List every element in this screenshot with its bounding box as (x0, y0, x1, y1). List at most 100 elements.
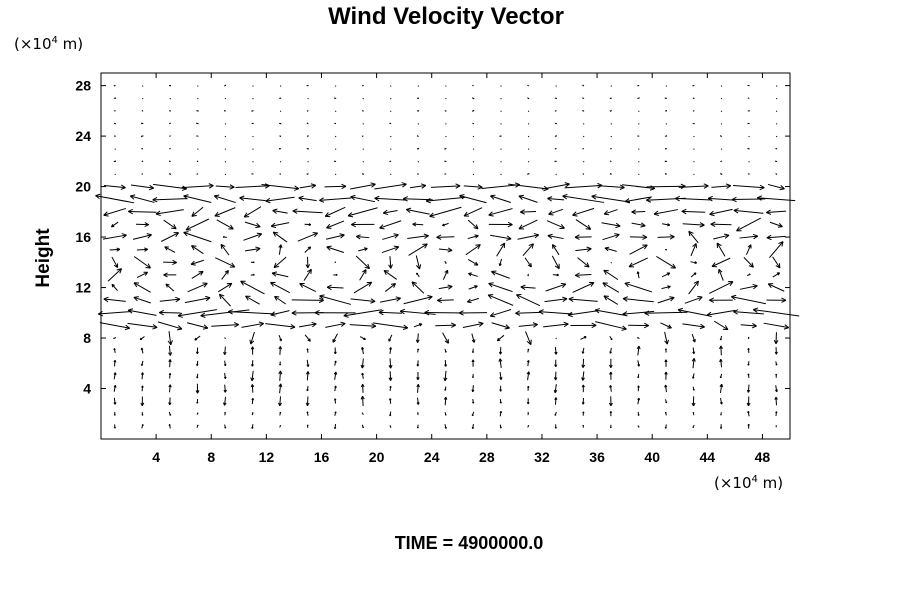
wind-vector (707, 195, 735, 202)
wind-vector (442, 269, 449, 280)
wind-vector (603, 269, 619, 281)
wind-vector (278, 396, 282, 407)
wind-vector (747, 110, 750, 112)
wind-vector (249, 331, 255, 345)
wind-vector (551, 244, 560, 256)
wind-vector (412, 222, 424, 227)
wind-vector (525, 331, 532, 346)
y-tick-label: 28 (75, 78, 91, 94)
wind-vector (471, 385, 475, 393)
wind-vector (444, 160, 447, 163)
y-tick-labels: 4 8 12 16 20 24 28 (75, 78, 91, 397)
wind-vector (265, 323, 296, 330)
wind-vector (306, 84, 309, 87)
wind-vector (325, 233, 345, 240)
wind-vector (488, 282, 513, 293)
wind-vector (622, 310, 655, 317)
wind-vector (644, 310, 688, 316)
y-units-label: (×104 m) (14, 35, 83, 53)
wind-vector (467, 259, 479, 266)
wind-vector (416, 110, 420, 112)
wind-vector (213, 194, 236, 204)
wind-vector (163, 259, 177, 265)
wind-vector (224, 424, 227, 429)
wind-vector (518, 219, 538, 230)
wind-vector (774, 347, 778, 355)
wind-vector (692, 412, 695, 416)
wind-vector (141, 412, 144, 416)
wind-vector (472, 173, 475, 176)
wind-vector (326, 245, 345, 253)
wind-vector (719, 135, 723, 137)
wind-vector (113, 372, 117, 380)
wind-vector (500, 148, 502, 150)
wind-vector (272, 231, 288, 243)
wind-vector (169, 122, 171, 125)
wind-vector (656, 256, 677, 269)
wind-vector (333, 398, 337, 404)
wind-vector (443, 396, 448, 406)
wind-vector (416, 272, 420, 278)
wind-vector (196, 110, 199, 112)
wind-vector (527, 273, 529, 277)
wind-vector (270, 310, 290, 317)
wind-vector (415, 333, 420, 343)
wind-vector (524, 257, 532, 268)
wind-vector (719, 383, 724, 393)
wind-vector (334, 97, 337, 99)
wind-vector (690, 243, 697, 257)
wind-vector (223, 384, 227, 393)
wind-vector (575, 272, 592, 278)
wind-vector (604, 246, 617, 252)
wind-vector (471, 333, 476, 343)
wind-vector (196, 173, 199, 175)
x-tick-label: 12 (259, 449, 275, 465)
wind-vector (399, 308, 436, 315)
wind-vector (610, 85, 613, 87)
wind-vector (216, 219, 234, 230)
wind-vector (359, 269, 367, 281)
wind-vector (141, 385, 144, 392)
wind-vector (252, 135, 254, 138)
wind-vector (538, 309, 573, 315)
wind-vector (609, 160, 612, 163)
wind-vector (526, 398, 530, 405)
wind-vector (664, 97, 668, 99)
wind-vector (594, 308, 627, 317)
wind-vector (140, 372, 144, 380)
wind-vector (665, 85, 668, 87)
wind-vector (333, 273, 338, 276)
wind-vector (500, 97, 502, 100)
wind-vector (740, 323, 757, 329)
wind-vector (553, 371, 558, 381)
wind-vector (214, 207, 236, 217)
wind-vector (752, 307, 800, 317)
wind-vector (719, 424, 723, 429)
wind-vector (279, 361, 282, 366)
wind-vector (270, 222, 290, 229)
wind-vector (567, 310, 599, 318)
wind-vector (609, 371, 613, 380)
wind-vector (251, 412, 254, 416)
wind-vector (731, 294, 767, 305)
wind-vector (602, 282, 620, 293)
wind-vector (196, 424, 199, 428)
wind-vector (224, 97, 227, 100)
wind-vector (250, 346, 255, 355)
wind-vector (637, 135, 640, 137)
x-tick-label: 44 (700, 449, 716, 465)
wind-vector (515, 310, 541, 316)
wind-vector (278, 346, 283, 355)
wind-vector (543, 321, 569, 328)
wind-vector (767, 283, 785, 292)
wind-vector (500, 160, 502, 163)
wind-vector (244, 221, 261, 229)
wind-vector (113, 348, 116, 353)
wind-vector (361, 84, 364, 87)
wind-vector (114, 173, 116, 176)
wind-vector (745, 244, 752, 255)
wind-vector (252, 97, 254, 100)
wind-vector (361, 424, 364, 429)
wind-vector (554, 411, 557, 416)
wind-vector (265, 196, 295, 204)
